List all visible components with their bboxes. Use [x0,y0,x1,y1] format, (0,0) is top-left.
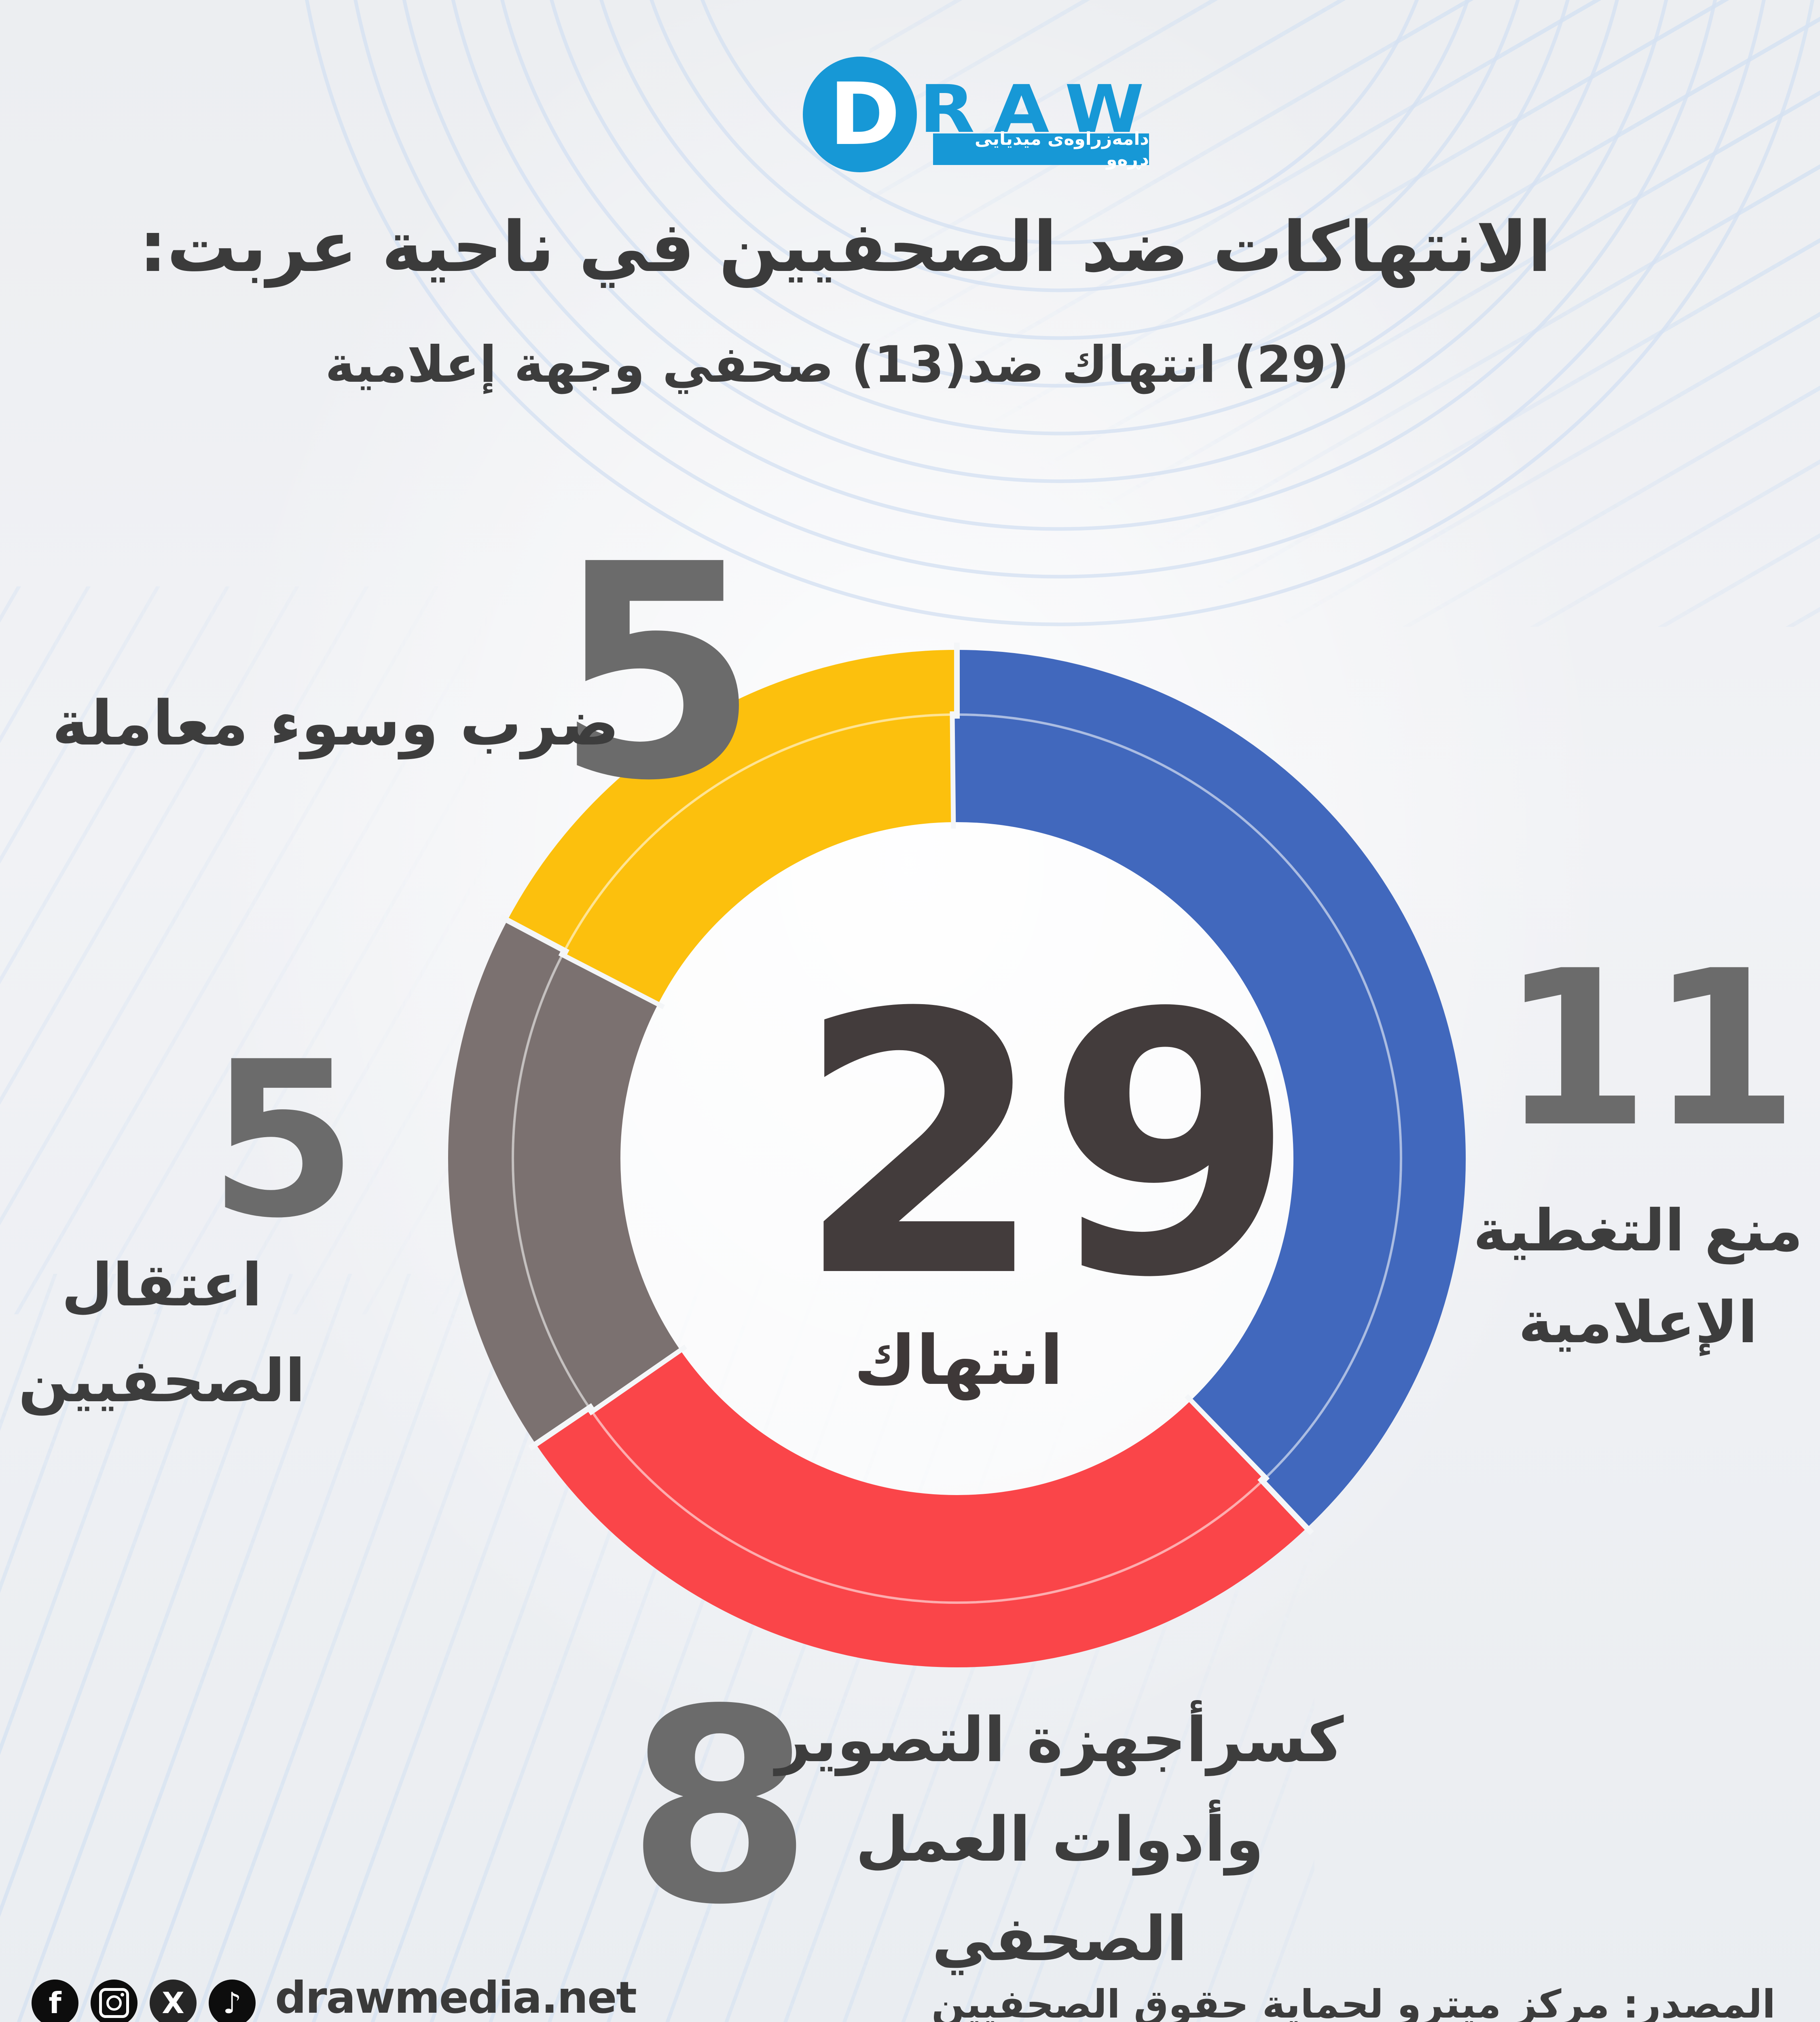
draw-logo-tagline: دامەزراوەی میدیایی دڕەو [975,129,1149,170]
value-beating-mistreatment: 5 [554,501,760,845]
draw-logo-tagline-bar: دامەزراوەی میدیایی دڕەو [933,129,1149,170]
page-subtitle: (29) انتهاك ضد(13) صحفي وجهة إعلامية [325,336,1350,394]
label-media-coverage-ban: منع التغطية الإعلامية [1473,1197,1803,1356]
facebook-icon[interactable]: f [32,1980,78,2022]
value-journalist-arrests: 5 [208,1015,358,1265]
website-url[interactable]: drawmedia.net [275,1972,637,2022]
source-credit: المصدر: مركز ميترو لحماية حقوق الصحفيين [931,1982,1776,2022]
x-twitter-icon[interactable]: X [150,1980,197,2022]
label-equipment-breaking: كسرأجهزة التصوير وأدوات العمل الصحفي [775,1704,1344,1975]
social-icons: f X ♪ [32,1980,256,2022]
donut-center-value: 29 [795,937,1296,1356]
value-media-coverage-ban: 11 [1500,924,1799,1174]
instagram-icon[interactable] [91,1980,138,2022]
draw-logo: D RAW دامەزراوەی میدیایی دڕەو [803,57,1167,178]
draw-logo-d: D [829,64,900,164]
draw-logo-ellipse-icon: D [803,57,917,172]
label-journalist-arrests: اعتقال الصحفيين [18,1251,305,1415]
page-title: الانتهاكات ضد الصحفيين في ناحية عربت: [139,206,1552,288]
tiktok-icon[interactable]: ♪ [209,1980,256,2022]
label-beating-mistreatment: ضرب وسوء معاملة [52,687,620,759]
donut-center-label: انتهاك [854,1321,1063,1400]
